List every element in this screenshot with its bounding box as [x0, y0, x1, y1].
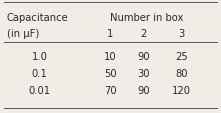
Text: 30: 30	[137, 68, 150, 78]
Text: 90: 90	[137, 52, 150, 61]
Text: 10: 10	[104, 52, 117, 61]
Text: 1: 1	[107, 29, 114, 39]
Text: 3: 3	[178, 29, 184, 39]
Text: 90: 90	[137, 85, 150, 95]
Text: 0.01: 0.01	[29, 85, 51, 95]
Text: 70: 70	[104, 85, 117, 95]
Text: 1.0: 1.0	[32, 52, 48, 61]
Text: 2: 2	[141, 29, 147, 39]
Text: 0.1: 0.1	[32, 68, 48, 78]
Text: (in μF): (in μF)	[7, 29, 39, 39]
Text: Capacitance: Capacitance	[7, 13, 68, 23]
Text: 120: 120	[172, 85, 191, 95]
Text: Number in box: Number in box	[110, 13, 184, 23]
Text: 80: 80	[175, 68, 187, 78]
Text: 50: 50	[104, 68, 117, 78]
Text: 25: 25	[175, 52, 188, 61]
